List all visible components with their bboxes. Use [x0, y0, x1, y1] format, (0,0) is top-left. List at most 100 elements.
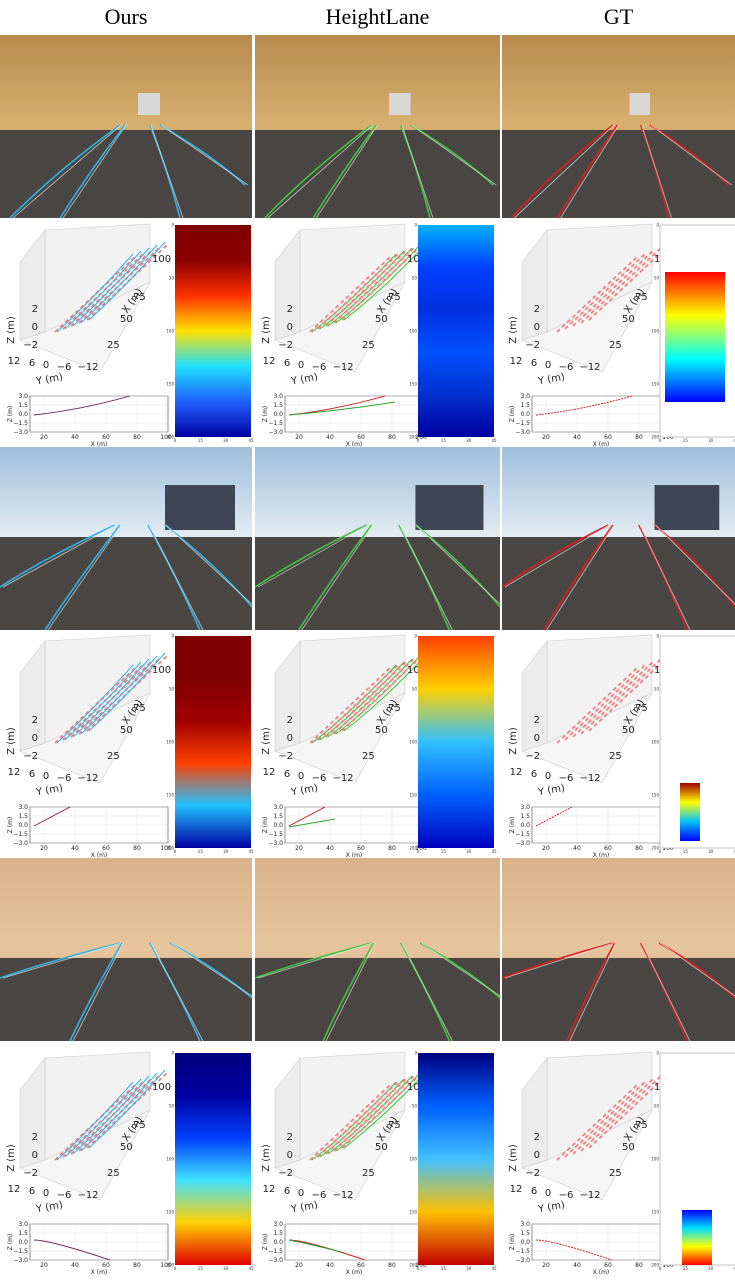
heightmap-x-tick: 30	[708, 849, 714, 854]
y-tick-label: 1.5	[520, 1230, 530, 1237]
y-tick-label: 6	[284, 769, 290, 780]
heightmap-x-tick: 30	[466, 1266, 472, 1271]
heightmap-x-tick: 30	[223, 849, 229, 854]
road-image	[255, 35, 500, 218]
heightmap-x-tick: 15	[683, 438, 689, 443]
y-tick-label: 6	[531, 1186, 537, 1197]
z-tick-label: −2	[23, 751, 38, 762]
z-tick-label: −2	[23, 340, 38, 351]
y-tick-label: 3.0	[273, 804, 283, 811]
z-tick-label: 2	[534, 304, 540, 315]
heightmap-y-tick: 50	[412, 687, 418, 692]
x-tick-label: 40	[71, 845, 79, 852]
y-axis-label: Z (m)	[509, 406, 516, 423]
heightmap-x-tick: 45	[491, 438, 497, 443]
z-tick-label: 0	[287, 322, 293, 333]
x-tick-label: 80	[388, 434, 396, 441]
x-tick-label: 25	[362, 340, 375, 351]
heightmap-x-tick: 15	[441, 438, 447, 443]
x-tick-label: 20	[40, 845, 48, 852]
y-axis-label: Z (m)	[7, 406, 14, 423]
plot-panel: Z (m)20−21260−6−12Y (m)255075100X (m)3.0…	[6, 223, 254, 449]
road-image	[502, 35, 735, 218]
heightmap-y-tick: 150	[166, 382, 174, 387]
x-axis-label: X (m)	[593, 852, 610, 859]
y-axis-label: Y (m)	[34, 1200, 63, 1216]
x-tick-label: 25	[609, 1168, 622, 1179]
y-tick-label: −3.0	[268, 1257, 283, 1264]
z-axis-label: Z (m)	[508, 727, 519, 755]
heightmap	[418, 1053, 494, 1265]
heightmap-x-tick: 45	[248, 438, 254, 443]
plot-panel: Z (m)20−21260−6−12Y (m)255075100X (m)3.0…	[508, 634, 735, 860]
x-axis-label: X (m)	[346, 852, 363, 859]
x-tick-label: 40	[326, 845, 334, 852]
plot-panel: Z (m)20−21260−6−12Y (m)255075100X (m)3.0…	[6, 1051, 254, 1277]
x-tick-label: 25	[107, 340, 120, 351]
x-tick-label: 60	[604, 434, 612, 441]
y-tick-label: 0	[43, 771, 49, 782]
z-tick-label: −2	[278, 751, 293, 762]
y-tick-label: 6	[284, 1186, 290, 1197]
heightmap-y-tick: 50	[169, 1104, 175, 1109]
y-tick-label: −1.5	[515, 1248, 530, 1255]
z-axis-label: Z (m)	[508, 316, 519, 344]
z-tick-label: 0	[534, 322, 540, 333]
x-tick-label: 50	[120, 1142, 133, 1153]
y-tick-label: 0	[545, 1188, 551, 1199]
x-tick-label: 50	[622, 314, 635, 325]
x-tick-label: 40	[71, 434, 79, 441]
heightmap-y-tick: 100	[651, 1157, 659, 1162]
y-axis-label: Y (m)	[34, 783, 63, 799]
z-tick-label: 0	[32, 733, 38, 744]
y-tick-label: 6	[29, 1186, 35, 1197]
x-axis-label: X (m)	[593, 441, 610, 448]
y-tick-label: 6	[531, 358, 537, 369]
heightmap-x-tick: 0	[174, 849, 177, 854]
y-tick-label: 3.0	[520, 393, 530, 400]
y-tick-label: 3.0	[273, 1221, 283, 1228]
y-tick-label: 0.0	[18, 411, 28, 418]
x-tick-label: 50	[120, 725, 133, 736]
heightmap-x-tick: 45	[491, 1266, 497, 1271]
y-tick-label: 0	[298, 360, 304, 371]
x-tick-label: 80	[133, 845, 141, 852]
heightmap-y-tick: 0	[414, 634, 417, 639]
x-tick-label: 80	[133, 1262, 141, 1269]
z-tick-label: 2	[534, 1132, 540, 1143]
heightmap-y-tick: 50	[412, 276, 418, 281]
y-tick-label: −1.5	[268, 420, 283, 427]
heightmap-x-tick: 15	[198, 849, 204, 854]
x-tick-label: 50	[120, 314, 133, 325]
heightmap-y-tick: 0	[656, 1051, 659, 1056]
y-tick-label: 3.0	[18, 393, 28, 400]
y-tick-label: −12	[77, 773, 98, 784]
y-tick-label: −3.0	[515, 840, 530, 847]
heightmap-x-tick: 30	[466, 438, 472, 443]
x-tick-label: 20	[295, 1262, 303, 1269]
x-tick-label: 20	[40, 434, 48, 441]
y-tick-label: 6	[29, 769, 35, 780]
z-tick-label: 2	[287, 1132, 293, 1143]
road-image	[0, 858, 255, 1041]
x-tick-label: 25	[362, 751, 375, 762]
road-image	[255, 858, 503, 1041]
heightmap-blob	[682, 1210, 712, 1265]
y-axis-label: Z (m)	[7, 817, 14, 834]
heightmap-x-tick: 15	[441, 1266, 447, 1271]
x-tick-label: 50	[375, 725, 388, 736]
road	[255, 537, 500, 630]
y-axis-label: Y (m)	[289, 372, 318, 388]
x-tick-label: 80	[133, 434, 141, 441]
heightmap-y-tick: 100	[651, 329, 659, 334]
y-axis-label: Z (m)	[7, 1234, 14, 1251]
z-tick-label: 2	[287, 715, 293, 726]
z-tick-label: 0	[287, 733, 293, 744]
x-axis-label: X (m)	[593, 1269, 610, 1276]
z-axis-label: Z (m)	[261, 1144, 272, 1172]
x-tick-label: 80	[635, 1262, 643, 1269]
y-tick-label: 0.0	[520, 822, 530, 829]
y-tick-label: 1.5	[520, 813, 530, 820]
y-tick-label: 1.5	[273, 1230, 283, 1237]
heightmap-x-tick: 30	[708, 1266, 714, 1271]
